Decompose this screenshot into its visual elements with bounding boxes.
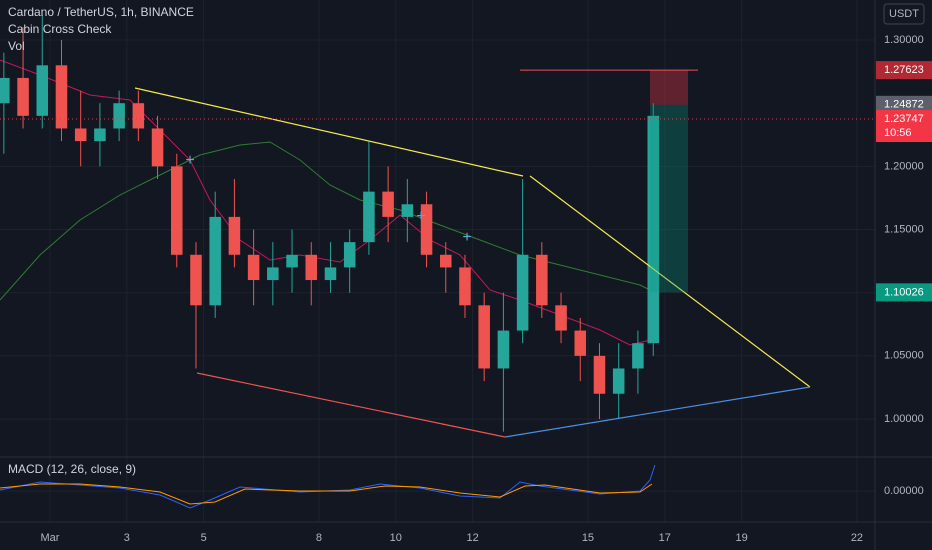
price-label-box [876, 95, 932, 114]
x-tick-label: 17 [659, 532, 671, 544]
candle-body [459, 267, 471, 306]
price-label-box [876, 110, 932, 143]
grid [0, 0, 875, 522]
candle-body [74, 128, 87, 142]
price-label-box [876, 61, 932, 80]
macd-tick-label: 0.00000 [884, 485, 924, 497]
candle-body [401, 204, 414, 217]
candle-body [593, 355, 606, 394]
candle-body [612, 368, 625, 394]
signal-cross: + [416, 208, 425, 225]
candle-body [324, 267, 337, 281]
y-tick-label: 1.30000 [884, 34, 924, 46]
candle-body [516, 254, 529, 331]
candle-body [228, 216, 241, 255]
price-label: 1.23747 [884, 113, 924, 125]
stop-zone [650, 70, 688, 105]
signal-cross: + [462, 229, 471, 246]
candles [0, 14, 660, 432]
candle-body [363, 191, 375, 243]
candle-body [286, 254, 298, 268]
x-tick-label: 22 [851, 532, 863, 544]
candle-body [36, 65, 49, 116]
price-label: 1.10026 [884, 286, 924, 298]
candle-body [17, 77, 29, 116]
position-tool [0, 69, 875, 293]
candle-body [190, 254, 202, 306]
indicator-label: Vol [8, 39, 25, 53]
trendline [196, 372, 506, 438]
candle-body [247, 254, 260, 281]
x-tick-label: 3 [124, 532, 130, 544]
trendline [504, 386, 811, 438]
y-tick-label: 1.15000 [884, 223, 924, 235]
x-tick-label: 19 [736, 532, 748, 544]
currency[interactable]: USDT [889, 8, 919, 20]
y-tick-label: 1.20000 [884, 160, 924, 172]
signal-cross: + [185, 152, 194, 169]
candle-body [55, 65, 68, 129]
x-tick-label: 5 [201, 532, 207, 544]
candle-body [209, 216, 221, 306]
candle-body [267, 267, 279, 281]
candle-body [151, 128, 164, 167]
y-tick-label: 1.00000 [884, 413, 924, 425]
chart-title: Cardano / TetherUS, 1h, BINANCE [8, 5, 194, 19]
x-tick-label: 12 [467, 532, 479, 544]
candle-body [478, 305, 490, 369]
candle-body [439, 254, 452, 268]
candle-body [536, 254, 548, 306]
candle-body [497, 330, 510, 369]
candle-body [647, 115, 660, 344]
candle-body [574, 330, 587, 356]
price-label: 1.24872 [884, 99, 924, 111]
candle-body [382, 191, 394, 217]
candle-body [305, 254, 318, 281]
candle-body [171, 166, 183, 255]
x-tick-label: 15 [582, 532, 594, 544]
macd-title: MACD (12, 26, close, 9) [8, 462, 136, 476]
candle-body [0, 77, 10, 104]
indicator-label: Cabin Cross Check [8, 22, 112, 36]
price-label: 1.27623 [884, 64, 924, 76]
countdown: 10:56 [884, 127, 912, 139]
currency-box[interactable] [883, 3, 925, 25]
candle-body [420, 204, 433, 255]
candle-body [632, 343, 644, 369]
target-zone [650, 104, 688, 293]
x-tick-label: 8 [316, 532, 322, 544]
price-label-box [876, 283, 932, 302]
macd-line [0, 464, 656, 509]
candle-body [94, 128, 106, 142]
ma-slow [0, 141, 651, 301]
candle-body [343, 242, 356, 268]
signal-line [0, 483, 653, 505]
y-tick-label: 1.05000 [884, 350, 924, 362]
x-tick-label: 10 [390, 532, 402, 544]
candle-body [555, 305, 567, 331]
candle-body [132, 103, 145, 129]
trendline [529, 175, 811, 388]
x-tick-label: Mar [40, 532, 59, 544]
trendline [134, 87, 524, 177]
candle-body [113, 103, 125, 129]
